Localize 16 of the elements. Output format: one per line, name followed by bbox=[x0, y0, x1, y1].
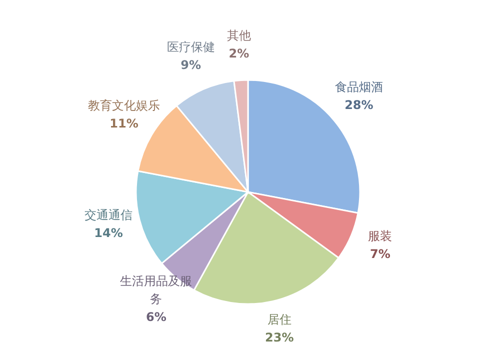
data-label: 9% bbox=[180, 58, 201, 72]
data-label: 2% bbox=[228, 46, 250, 60]
slice-label: 食品烟酒 bbox=[334, 80, 383, 94]
slice-label: 服装 bbox=[368, 229, 392, 244]
data-label: 28% bbox=[344, 98, 374, 112]
data-label: 23% bbox=[265, 330, 294, 345]
slice-label: 医疗保健 bbox=[166, 40, 215, 54]
data-label: 14% bbox=[94, 226, 123, 240]
slice-label: 交通通信 bbox=[84, 208, 133, 222]
data-label: 7% bbox=[370, 247, 390, 262]
slice-label: 居住 bbox=[267, 312, 292, 327]
data-label: 6% bbox=[146, 310, 166, 324]
slice-label: 其他 bbox=[226, 28, 251, 42]
slice-label: 教育文化娱乐 bbox=[88, 98, 160, 113]
slice-label: 生活用品及服务 bbox=[120, 274, 192, 306]
data-label: 11% bbox=[110, 116, 138, 131]
